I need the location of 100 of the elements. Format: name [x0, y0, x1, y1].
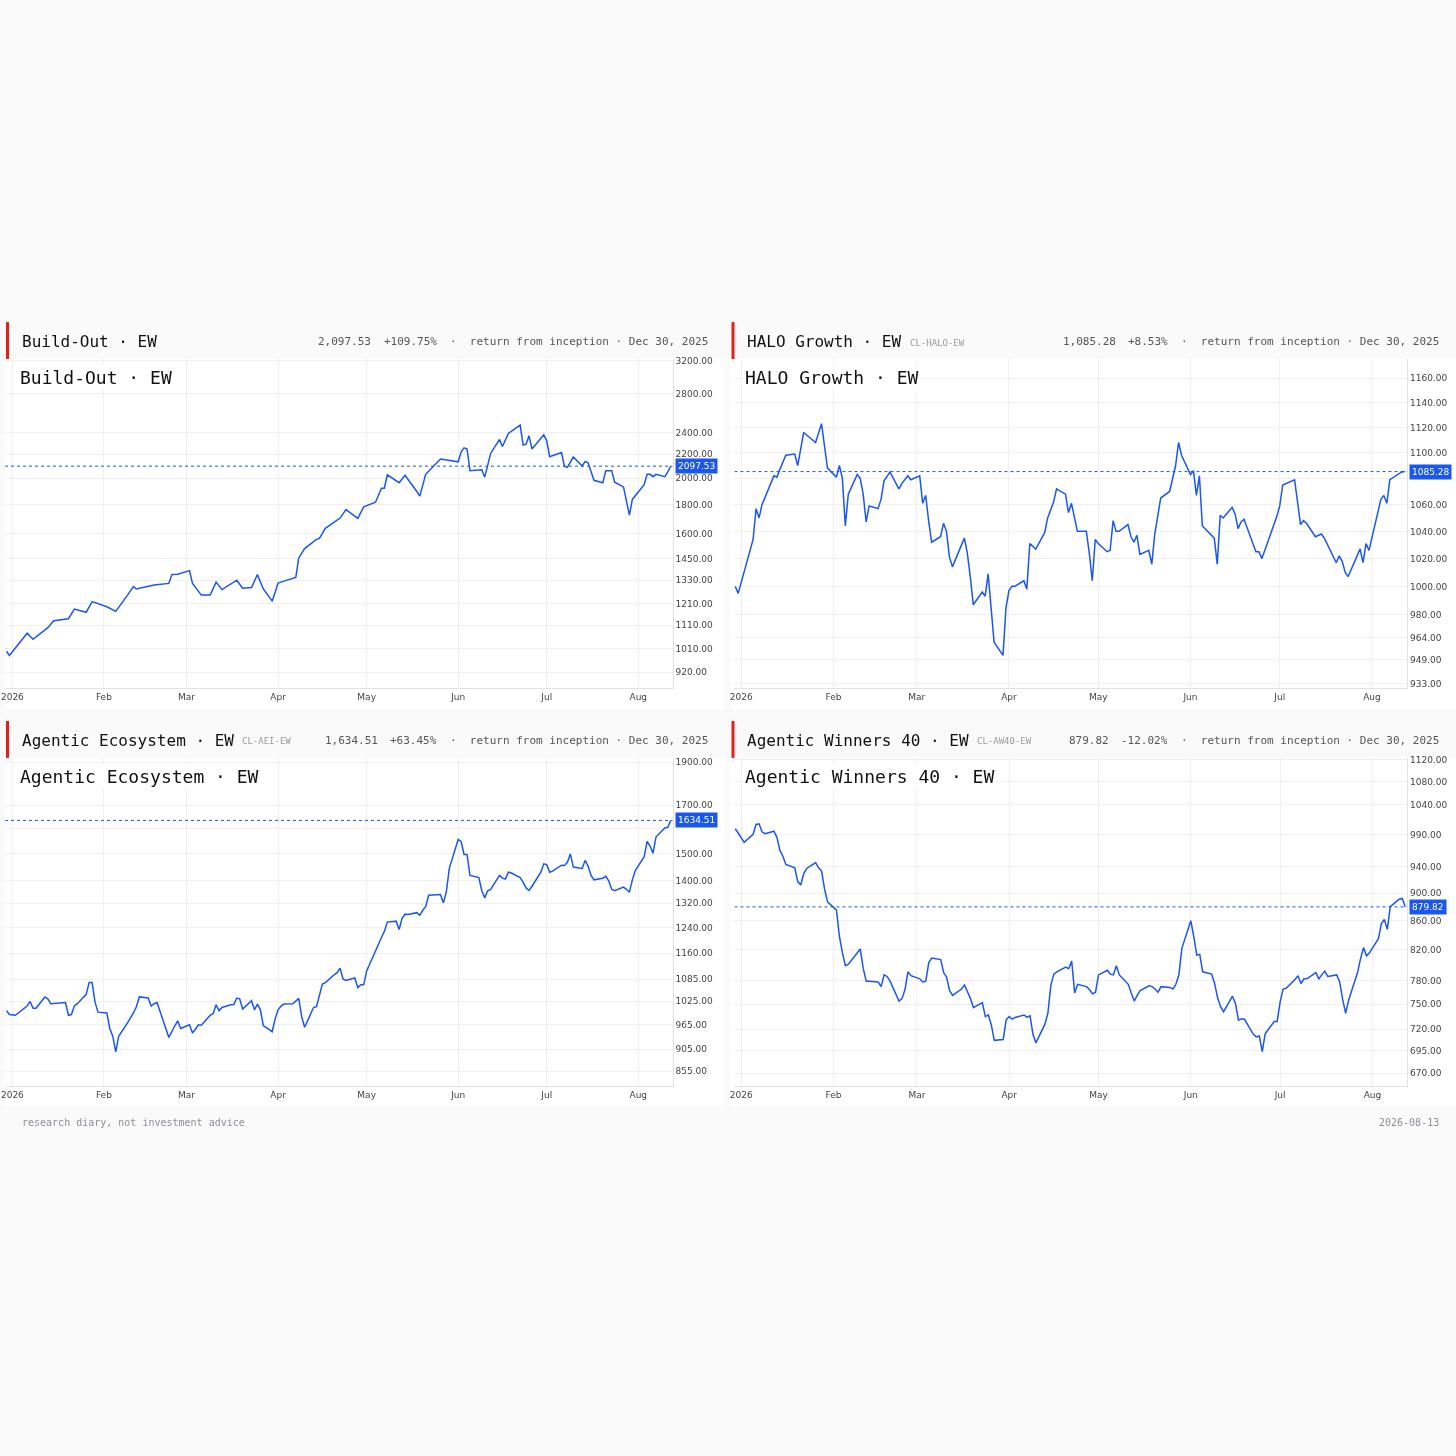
text: · return from inception · Dec 30, 2025 [1181, 734, 1440, 747]
x-tick-label: Jul [1273, 691, 1286, 702]
y-tick-label: 1500.00 [675, 848, 713, 859]
text: 1,634.51 [325, 734, 378, 747]
text: · return from inception · Dec 30, 2025 [450, 734, 709, 747]
y-tick-label: 980.00 [1409, 609, 1442, 620]
x-tick-label: Jul [1273, 1089, 1286, 1100]
y-tick-label: 1080.00 [1409, 776, 1448, 787]
x-tick-label: May [357, 691, 377, 702]
annotation: Agentic Winners 40 · EW [745, 766, 995, 787]
x-tick-label: Aug [629, 691, 648, 702]
y-tick-label: 1120.00 [1409, 422, 1448, 433]
x-tick-label: Aug [1363, 1089, 1382, 1100]
y-tick-label: 900.00 [1409, 888, 1442, 899]
y-tick-label: 860.00 [1409, 915, 1442, 926]
y-tick-label: 2800.00 [675, 389, 713, 400]
x-tick-label: Jul [540, 1089, 553, 1100]
y-tick-label: 1900.00 [675, 757, 713, 768]
y-tick-label: 1700.00 [675, 800, 713, 811]
y-tick-label: 1110.00 [675, 620, 713, 631]
x-tick-label: Apr [270, 691, 287, 702]
text: research diary, not investment advice [22, 1117, 245, 1128]
y-tick-label: 949.00 [1409, 654, 1442, 665]
x-tick-label: Mar [908, 691, 926, 702]
x-tick-label: Mar [178, 691, 196, 702]
x-tick-label: Jul [540, 691, 553, 702]
x-tick-label: Feb [825, 691, 842, 702]
x-tick-label: May [1089, 1089, 1109, 1100]
x-tick-label: Apr [1001, 691, 1018, 702]
ref-line-label: 2097.53 [678, 461, 716, 471]
x-tick-label: Aug [629, 1089, 648, 1100]
x-tick-label: Feb [95, 691, 113, 702]
y-tick-label: 1010.00 [675, 643, 713, 654]
text: +8.53% [1128, 335, 1169, 348]
y-tick-label: 855.00 [675, 1066, 708, 1077]
text: +63.45% [390, 734, 437, 747]
y-tick-label: 1120.00 [1409, 754, 1448, 765]
text: · return from inception · Dec 30, 2025 [450, 335, 709, 348]
y-tick-label: 720.00 [1409, 1024, 1442, 1035]
y-tick-label: 1020.00 [1409, 553, 1448, 564]
y-tick-label: 1025.00 [675, 996, 713, 1007]
ref-line-label: 1634.51 [678, 815, 716, 825]
y-tick-label: 1160.00 [675, 948, 713, 959]
y-tick-label: 920.00 [675, 667, 708, 678]
x-tick-label: Jun [1182, 1089, 1198, 1100]
text: +109.75% [384, 335, 438, 348]
y-tick-label: 2200.00 [675, 449, 713, 460]
y-tick-label: 1060.00 [1409, 499, 1448, 510]
y-tick-label: 1100.00 [1409, 447, 1448, 458]
chart-title: HALO Growth · EW [747, 332, 902, 351]
x-tick-label: Aug [1363, 691, 1381, 702]
chart-title: Agentic Ecosystem · EW [22, 731, 235, 750]
x-tick-label: 2026 [0, 691, 25, 702]
y-tick-label: 1040.00 [1409, 526, 1448, 537]
y-tick-label: 780.00 [1409, 975, 1442, 986]
x-tick-label: May [1088, 691, 1109, 702]
x-tick-label: Jun [450, 691, 466, 702]
annotation: Agentic Ecosystem · EW [20, 766, 259, 787]
x-tick-label: 2026 [729, 691, 753, 702]
x-tick-label: 2026 [729, 1089, 753, 1100]
text: 2,097.53 [318, 335, 371, 348]
y-tick-label: 933.00 [1409, 678, 1442, 689]
text: 2026-08-13 [1379, 1117, 1440, 1128]
y-tick-label: 965.00 [675, 1019, 708, 1030]
y-tick-label: 1000.00 [1409, 581, 1448, 592]
y-tick-label: 3200.00 [675, 355, 713, 366]
annotation: HALO Growth · EW [745, 367, 919, 388]
y-tick-label: 695.00 [1409, 1045, 1442, 1056]
text: 879.82 [1069, 734, 1109, 747]
x-tick-label: Feb [825, 1089, 842, 1100]
chart-subtitle: CL-AW40-EW [977, 736, 1032, 746]
y-tick-label: 1600.00 [675, 528, 713, 539]
y-tick-label: 1400.00 [675, 875, 713, 886]
y-tick-label: 1040.00 [1409, 799, 1448, 810]
y-tick-label: 1210.00 [675, 598, 713, 609]
y-tick-label: 1160.00 [1409, 373, 1448, 384]
chart-title: Agentic Winners 40 · EW [747, 731, 969, 750]
y-tick-label: 1240.00 [675, 922, 713, 933]
y-tick-label: 1330.00 [675, 575, 713, 586]
y-tick-label: 750.00 [1409, 999, 1442, 1010]
ref-line-label: 879.82 [1412, 902, 1444, 912]
y-tick-label: 905.00 [675, 1044, 708, 1055]
y-tick-label: 1450.00 [675, 553, 713, 564]
y-tick-label: 990.00 [1409, 830, 1442, 840]
y-tick-label: 1085.00 [675, 974, 713, 985]
chart-title: Build-Out · EW [22, 332, 158, 351]
chart-subtitle: CL-AEI-EW [242, 736, 292, 746]
y-tick-label: 1800.00 [675, 499, 713, 510]
x-tick-label: 2026 [0, 1089, 25, 1100]
y-tick-label: 820.00 [1409, 944, 1442, 955]
x-tick-label: Apr [1001, 1089, 1018, 1100]
x-tick-label: Feb [95, 1089, 113, 1100]
y-tick-label: 940.00 [1409, 861, 1442, 872]
y-tick-label: 1320.00 [675, 898, 713, 909]
annotation: Build-Out · EW [20, 367, 172, 388]
y-tick-label: 2000.00 [675, 473, 713, 484]
x-tick-label: May [357, 1089, 377, 1100]
y-tick-label: 670.00 [1409, 1068, 1442, 1079]
x-tick-label: Apr [270, 1089, 287, 1100]
y-tick-label: 2400.00 [675, 427, 713, 438]
